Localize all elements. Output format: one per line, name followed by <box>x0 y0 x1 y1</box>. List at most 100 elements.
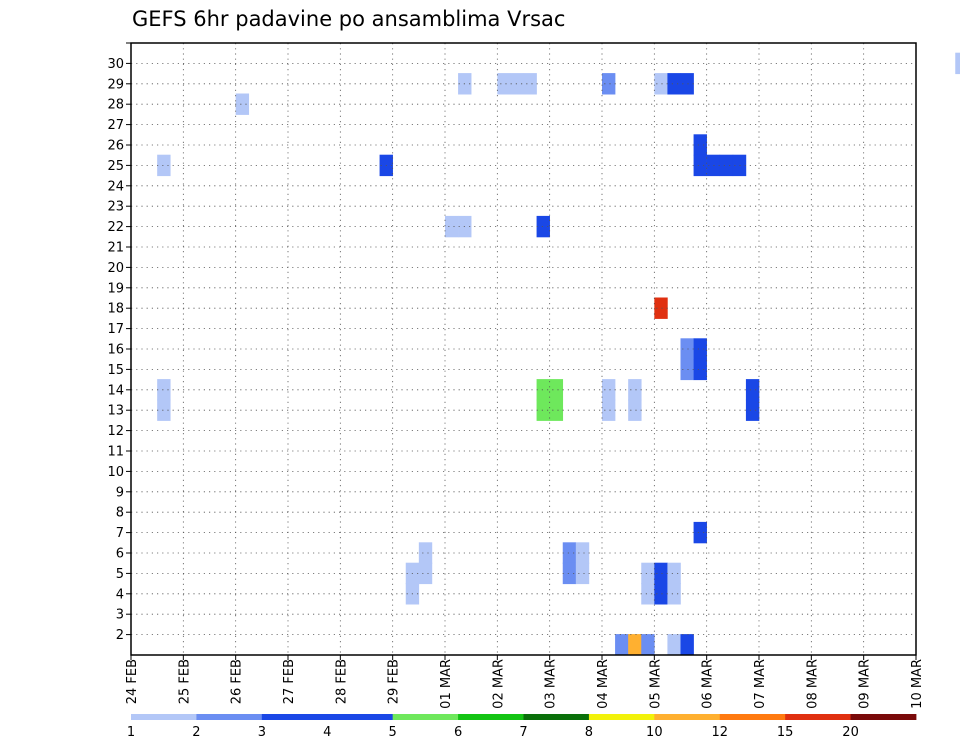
colorbar-segment <box>654 714 721 720</box>
y-tick-label: 11 <box>107 445 124 460</box>
precip-cell <box>641 634 655 656</box>
colorbar-label: 12 <box>711 725 728 740</box>
x-axis-date-labels: 24 FEB 25 FEB 26 FEB 27 FEB 28 FEB 29 FEB 01 M… <box>125 655 925 709</box>
colorbar-segment <box>785 714 851 720</box>
colorbar-segment <box>196 714 263 720</box>
colorbar-segment <box>392 714 459 720</box>
y-tick-label: 24 <box>107 179 124 194</box>
colorbar-label: 15 <box>777 725 794 740</box>
y-tick-label: 20 <box>107 261 124 276</box>
x-tick-label: 28 FEB <box>334 659 349 704</box>
precip-cell <box>719 154 734 177</box>
precip-cell <box>667 562 681 585</box>
precip-cell <box>693 154 707 177</box>
colorbar-label: 7 <box>519 725 527 740</box>
precip-cell <box>549 399 564 421</box>
y-tick-label: 28 <box>107 98 124 113</box>
precip-cell <box>745 379 760 401</box>
colorbar-segment <box>131 714 197 720</box>
precip-cell <box>418 542 433 564</box>
precip-cell <box>680 73 694 95</box>
precip-cell <box>654 583 668 605</box>
precip-cell <box>654 297 668 319</box>
y-tick-label: 30 <box>107 57 124 72</box>
precip-cell <box>157 154 171 177</box>
precip-cell <box>549 379 564 401</box>
colorbar-segment <box>850 714 917 720</box>
colorbar: 1 2 3 4 5 6 7 8 10 12 15 20 <box>127 714 917 740</box>
y-tick-label: 12 <box>107 424 124 439</box>
colorbar-segment <box>523 714 590 720</box>
precip-cell <box>693 134 707 156</box>
precip-cell <box>680 634 694 656</box>
precip-cell <box>157 379 171 401</box>
x-tick-label: 06 MAR <box>701 659 716 709</box>
x-tick-label: 07 MAR <box>753 659 768 709</box>
precip-cell <box>602 399 616 421</box>
chart-title: GEFS 6hr padavine po ansamblima Vrsac <box>132 7 565 31</box>
colorbar-segment <box>261 714 328 720</box>
y-tick-label: 8 <box>116 506 124 521</box>
precip-cell <box>628 399 642 421</box>
colorbar-segment <box>458 714 524 720</box>
precipitation-cells <box>157 52 960 656</box>
colorbar-label: 20 <box>842 725 859 740</box>
y-tick-label: 7 <box>116 526 124 541</box>
y-tick-label: 6 <box>116 547 124 562</box>
precip-cell <box>654 562 668 585</box>
precip-cell <box>641 583 655 605</box>
precip-cell <box>693 358 707 381</box>
y-tick-label: 19 <box>107 281 124 296</box>
y-tick-label: 15 <box>107 363 124 378</box>
precip-cell <box>575 562 590 585</box>
precip-cell <box>536 399 550 421</box>
precip-cell <box>706 154 721 177</box>
y-tick-label: 18 <box>107 302 124 317</box>
x-tick-label: 24 FEB <box>125 659 140 704</box>
y-tick-label: 14 <box>107 383 124 398</box>
y-tick-label: 5 <box>116 567 124 582</box>
precip-cell <box>745 399 760 421</box>
precip-cell <box>418 562 433 585</box>
precip-cell <box>628 379 642 401</box>
y-tick-label: 9 <box>116 485 124 500</box>
precip-cell <box>575 542 590 564</box>
x-tick-label: 25 FEB <box>177 659 192 704</box>
plot-frame <box>130 42 917 656</box>
y-tick-label: 3 <box>116 608 124 623</box>
x-tick-label: 09 MAR <box>858 659 873 709</box>
y-axis-member-labels: 3029282726252423222120191817161514131211… <box>107 42 131 643</box>
y-tick-label: 25 <box>107 159 124 174</box>
precip-cell <box>693 338 707 360</box>
x-tick-label: 05 MAR <box>648 659 663 709</box>
x-tick-label: 08 MAR <box>805 659 820 709</box>
precip-cell <box>562 542 577 564</box>
precip-cell <box>955 52 960 75</box>
y-tick-label: 17 <box>107 322 124 337</box>
y-tick-label: 13 <box>107 404 124 419</box>
colorbar-label: 10 <box>646 725 663 740</box>
precip-cell <box>445 215 459 238</box>
y-tick-label: 16 <box>107 343 124 358</box>
y-tick-label: 23 <box>107 200 124 215</box>
colorbar-label: 4 <box>323 725 331 740</box>
precip-cell <box>680 338 694 360</box>
precip-cell <box>641 562 655 585</box>
x-tick-label: 29 FEB <box>387 659 402 704</box>
y-tick-label: 27 <box>107 118 124 133</box>
colorbar-label: 6 <box>454 725 462 740</box>
precip-cell <box>693 521 707 544</box>
precip-cell <box>602 379 616 401</box>
precip-cell <box>523 73 537 95</box>
y-tick-label: 22 <box>107 220 124 235</box>
precip-cell <box>157 399 171 421</box>
colorbar-label: 3 <box>258 725 266 740</box>
precip-cell <box>602 73 616 95</box>
x-tick-label: 27 FEB <box>282 659 297 704</box>
precip-cell <box>667 73 681 95</box>
x-tick-label: 01 MAR <box>439 659 454 709</box>
precip-cell <box>680 358 694 381</box>
colorbar-segment <box>719 714 786 720</box>
y-tick-label: 2 <box>116 628 124 643</box>
